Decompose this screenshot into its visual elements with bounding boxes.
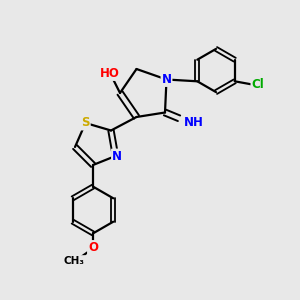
Text: N: N <box>161 73 172 86</box>
Text: CH₃: CH₃ <box>64 256 85 266</box>
Text: NH: NH <box>184 116 203 130</box>
Text: N: N <box>112 149 122 163</box>
Text: HO: HO <box>100 67 119 80</box>
Text: O: O <box>88 241 98 254</box>
Text: S: S <box>81 116 90 130</box>
Text: Cl: Cl <box>251 78 264 91</box>
